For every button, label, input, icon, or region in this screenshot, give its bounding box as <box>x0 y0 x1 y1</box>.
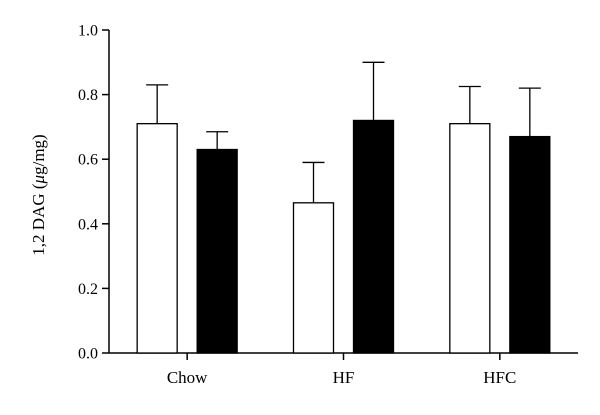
y-axis-label-prefix: 1,2 DAG ( <box>29 183 48 256</box>
y-axis-label-suffix: g/mg) <box>29 134 48 175</box>
y-tick-label: 0.0 <box>78 346 98 363</box>
y-axis-label-unit-mu: μ <box>29 175 48 185</box>
y-tick-label: 0.6 <box>78 152 98 169</box>
y-axis: 0.0 0.2 0.4 0.6 0.8 1.0 <box>78 23 110 363</box>
y-axis-label: 1,2 DAG (μg/mg) <box>29 134 48 255</box>
bar <box>352 119 395 354</box>
error-bars <box>146 61 541 203</box>
x-axis: Chow HF HFC <box>109 352 578 387</box>
y-tick-label: 0.8 <box>78 87 98 104</box>
y-tick-label: 0.4 <box>78 216 98 233</box>
bar <box>292 202 335 354</box>
bar <box>136 123 178 354</box>
y-tick-label: 0.2 <box>78 281 98 298</box>
bars <box>136 119 551 354</box>
x-category-label: Chow <box>167 368 208 387</box>
y-tick-label: 1.0 <box>78 23 98 40</box>
bar <box>449 123 491 354</box>
x-category-label: HF <box>333 368 355 387</box>
bar <box>509 135 551 354</box>
x-category-label: HFC <box>483 368 516 387</box>
bar <box>196 148 238 354</box>
